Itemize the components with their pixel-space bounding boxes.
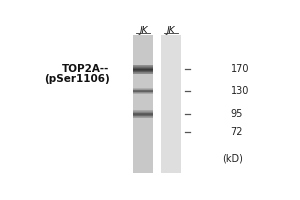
Bar [134, 70, 153, 71]
Bar [134, 114, 153, 115]
Text: JK: JK [167, 26, 176, 35]
Bar [134, 115, 153, 116]
Text: JK: JK [139, 26, 148, 35]
Bar [134, 92, 153, 93]
Bar [134, 72, 153, 73]
Bar [134, 66, 153, 67]
Bar [134, 68, 153, 69]
Bar [134, 91, 153, 92]
Bar [134, 116, 153, 117]
Bar [134, 112, 153, 113]
Text: (pSer1106): (pSer1106) [44, 74, 110, 84]
Bar [134, 93, 153, 94]
Bar [134, 89, 153, 90]
Bar [134, 110, 153, 111]
Bar [134, 90, 153, 91]
Bar [134, 111, 153, 112]
Bar [161, 35, 181, 173]
Bar [134, 67, 153, 68]
Bar [134, 71, 153, 72]
Bar [134, 113, 153, 114]
Bar [134, 117, 153, 118]
Text: (kD): (kD) [222, 154, 243, 164]
Bar [134, 69, 153, 70]
Bar [134, 65, 153, 66]
Text: 170: 170 [230, 64, 249, 74]
Text: TOP2A--: TOP2A-- [62, 64, 110, 74]
Text: 72: 72 [230, 127, 243, 137]
Text: 95: 95 [230, 109, 243, 119]
Text: 130: 130 [230, 86, 249, 96]
Bar [134, 73, 153, 74]
Bar [134, 35, 153, 173]
Bar [134, 88, 153, 89]
